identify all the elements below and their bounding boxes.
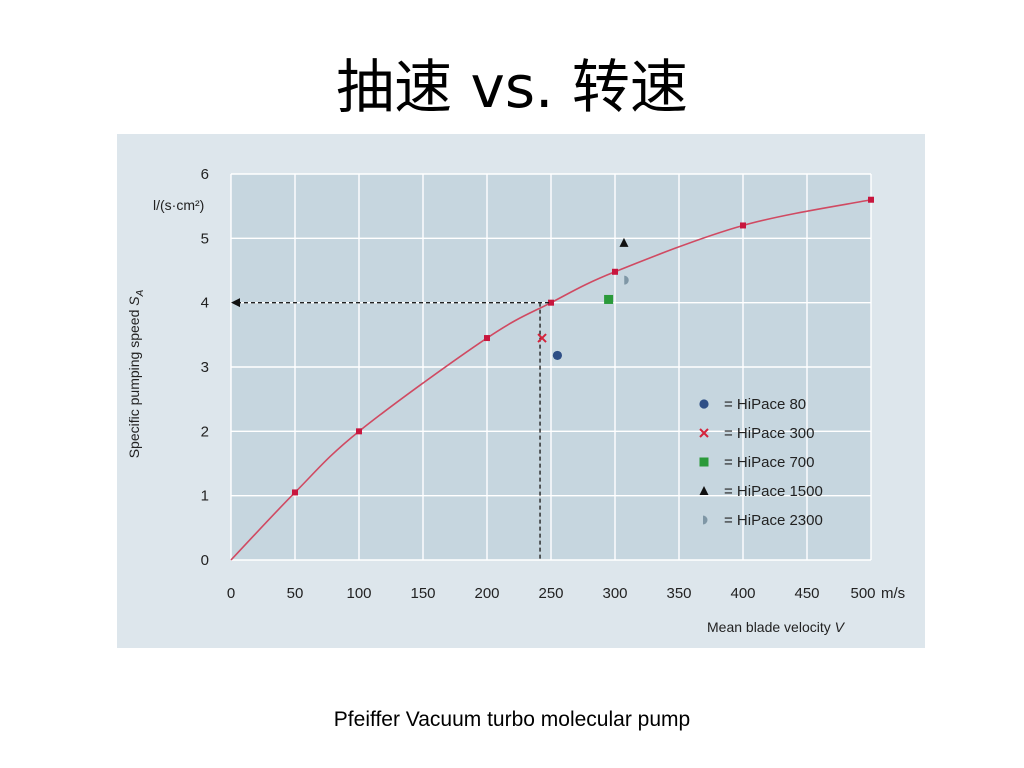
- curve-marker: [740, 222, 746, 229]
- legend-marker: [699, 486, 709, 495]
- pump-point-circle: [552, 350, 562, 361]
- legend-label: = HiPace 700: [724, 454, 814, 471]
- x-tick-label: 0: [227, 585, 235, 602]
- legend: = HiPace 80 = HiPace 300 = HiPace 700 = HiP…: [699, 396, 823, 529]
- pump-point-square: [604, 294, 614, 304]
- y-tick-label: 4: [201, 295, 209, 312]
- x-axis-label: Mean blade velocity V: [707, 619, 846, 635]
- x-tick-label: 100: [346, 585, 371, 602]
- x-tick-label: 250: [538, 585, 563, 602]
- reference-dashed-lines: [231, 298, 551, 560]
- legend-marker: [699, 399, 709, 409]
- curve-marker: [484, 335, 490, 342]
- legend-label: = HiPace 2300: [724, 512, 823, 529]
- x-tick-label: 300: [602, 585, 627, 602]
- legend-marker: [699, 428, 709, 438]
- legend-marker: [699, 457, 709, 467]
- curve-markers: [292, 196, 874, 496]
- reference-arrow-head: [231, 298, 240, 308]
- y-tick-label: 5: [201, 230, 209, 247]
- x-stroke: [537, 333, 547, 343]
- y-tick-label: 6: [201, 166, 209, 183]
- x-tick-label: 50: [287, 585, 304, 602]
- chart-figure: 0 50 100 150 200 250 300 350 400 450 500 0 1 2 3 4 5 6 =…: [117, 134, 925, 648]
- x-stroke: [699, 428, 709, 438]
- y-tick-label: 0: [201, 552, 209, 569]
- y-tick-label: 1: [201, 488, 209, 505]
- legend-label: = HiPace 1500: [724, 483, 823, 500]
- slide-title: 抽速 vs. 转速: [336, 53, 688, 121]
- legend-marker: [703, 515, 708, 525]
- y-tick-label: 3: [201, 359, 209, 376]
- x-tick-label: 450: [794, 585, 819, 602]
- x-tick-label: 500: [850, 585, 875, 602]
- y-axis-unit: l/(s·cm²): [153, 197, 204, 213]
- pump-point-triangle: [619, 237, 629, 247]
- y-axis-label-subscript: A: [135, 289, 146, 297]
- curve-marker: [548, 299, 554, 306]
- x-tick-label: 350: [666, 585, 691, 602]
- pump-point-x: [537, 333, 547, 343]
- caption: Pfeiffer Vacuum turbo molecular pump: [333, 708, 691, 731]
- y-tick-label: 2: [201, 423, 209, 440]
- x-tick-label: 200: [474, 585, 499, 602]
- curve-marker: [356, 428, 362, 435]
- curve-marker: [612, 268, 618, 275]
- x-tick-label: 150: [410, 585, 435, 602]
- curve-marker: [292, 489, 298, 496]
- legend-label: = HiPace 80: [724, 396, 806, 413]
- x-tick-labels: 0 50 100 150 200 250 300 350 400 450 500: [227, 585, 876, 602]
- y-tick-labels: 0 1 2 3 4 5 6: [201, 166, 209, 569]
- y-axis-label-symbol: S: [126, 296, 142, 306]
- pump-point-half-circle: [624, 275, 629, 285]
- pumping-speed-chart: 0 50 100 150 200 250 300 350 400 450 500 0 1 2 3 4 5 6 =…: [126, 166, 905, 635]
- x-axis-label-symbol: V: [835, 619, 846, 635]
- curve-marker: [868, 196, 874, 203]
- y-axis-label: Specific pumping speed SA: [126, 289, 146, 458]
- legend-label: = HiPace 300: [724, 425, 814, 442]
- x-axis-unit: m/s: [881, 585, 905, 602]
- pump-data-points: [537, 237, 629, 361]
- x-tick-label: 400: [730, 585, 755, 602]
